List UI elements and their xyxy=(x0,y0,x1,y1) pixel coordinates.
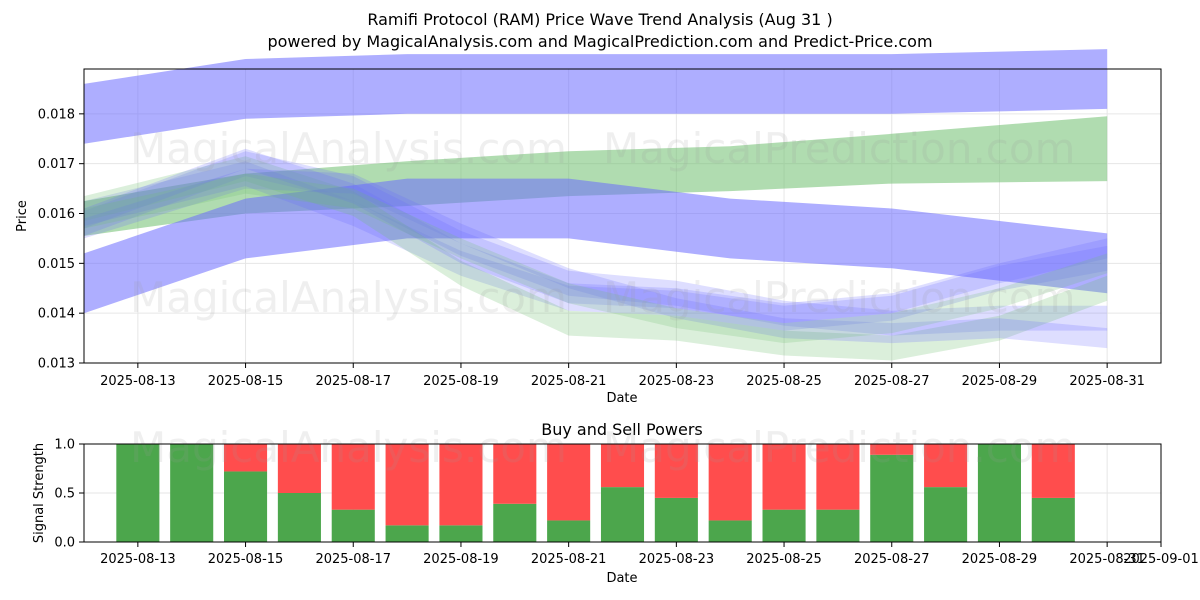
buy-bar xyxy=(924,487,968,542)
price-band-green-8 xyxy=(84,173,1108,344)
sell-bar xyxy=(654,444,698,498)
buy-bar xyxy=(708,520,752,542)
watermark-analysis-bottom: MagicalAnalysis.com xyxy=(130,273,567,322)
price-watermarks: MagicalAnalysis.com MagicalPrediction.co… xyxy=(130,124,1076,322)
sell-bar xyxy=(816,444,860,510)
sell-bar xyxy=(600,444,645,488)
price-plot-frame xyxy=(83,68,1162,364)
price-y-label: Price xyxy=(15,200,30,232)
price-y-tick-label: 0.017 xyxy=(38,157,75,172)
price-bands xyxy=(84,49,1108,361)
buy-bar xyxy=(439,525,483,542)
chart-title: Ramifi Protocol (RAM) Price Wave Trend A… xyxy=(367,10,832,29)
price-x-tick-label: 2025-08-23 xyxy=(639,374,715,389)
sell-bar xyxy=(331,444,375,510)
price-x-tick-label: 2025-08-25 xyxy=(746,374,822,389)
buy-bar xyxy=(277,493,321,542)
price-x-tick-label: 2025-08-21 xyxy=(531,374,607,389)
sell-bar xyxy=(493,444,537,504)
sell-bar xyxy=(924,444,968,488)
price-wave-plot: MagicalAnalysis.com MagicalPrediction.co… xyxy=(15,49,1162,406)
buy-bar xyxy=(493,503,537,542)
price-band-blue-7 xyxy=(84,168,1108,349)
watermark-prediction-bottom: MagicalPrediction.com xyxy=(603,273,1076,322)
sell-bar xyxy=(277,444,321,493)
chart-subtitle: powered by MagicalAnalysis.com and Magic… xyxy=(267,32,932,51)
buy-bar xyxy=(654,497,698,542)
price-x-tick-label: 2025-08-15 xyxy=(208,374,284,389)
buy-sell-x-ticks: 2025-08-13 2025-08-15 2025-08-17 2025-08-19… xyxy=(100,542,1199,567)
buy-sell-x-tick-label: 2025-08-27 xyxy=(854,552,930,567)
buy-sell-x-label: Date xyxy=(606,571,637,586)
buy-bar xyxy=(1031,497,1075,542)
sell-bar xyxy=(870,444,914,455)
price-x-tick-label: 2025-08-13 xyxy=(100,374,176,389)
price-band-green-5 xyxy=(84,156,1108,361)
buy-sell-x-tick-label: 2025-08-21 xyxy=(531,552,607,567)
buy-sell-x-tick-label: 2025-08-23 xyxy=(639,552,715,567)
price-x-ticks: 2025-08-13 2025-08-15 2025-08-17 2025-08-19… xyxy=(100,363,1145,389)
sell-bar xyxy=(385,444,429,526)
buy-sell-x-tick-label: 2025-08-15 xyxy=(208,552,284,567)
buy-sell-x-tick-label: 2025-09-01 xyxy=(1123,552,1199,567)
buy-bar xyxy=(762,509,806,542)
buy-bar xyxy=(331,509,375,542)
price-x-tick-label: 2025-08-17 xyxy=(315,374,391,389)
watermark-analysis-sub: MagicalAnalysis.com xyxy=(130,423,567,472)
buy-sell-y-tick-label: 0.5 xyxy=(54,487,75,502)
buy-bar xyxy=(385,525,429,542)
buy-bar xyxy=(116,444,160,542)
price-band-blue-6 xyxy=(84,148,1108,324)
buy-sell-y-label: Signal Strength xyxy=(32,443,47,543)
sell-bar xyxy=(547,444,591,521)
buy-bar xyxy=(977,444,1021,542)
buy-sell-bars xyxy=(116,444,1075,542)
sell-bar xyxy=(708,444,752,521)
buy-sell-x-tick-label: 2025-08-19 xyxy=(423,552,499,567)
buy-sell-x-tick-label: 2025-08-17 xyxy=(315,552,391,567)
buy-sell-plot: Buy and Sell Powers MagicalAnalysis.com … xyxy=(32,420,1199,586)
watermark-prediction-sub: MagicalPrediction.com xyxy=(603,423,1076,472)
price-y-tick-label: 0.015 xyxy=(38,257,75,272)
buy-sell-title: Buy and Sell Powers xyxy=(541,420,703,439)
buy-bar xyxy=(870,454,914,542)
price-y-tick-label: 0.013 xyxy=(38,357,75,372)
buy-sell-y-tick-label: 0.0 xyxy=(54,536,75,551)
price-y-ticks: 0.013 0.014 0.015 0.016 0.017 0.018 xyxy=(38,107,84,372)
sell-bar xyxy=(224,444,268,472)
price-band-blue-3 xyxy=(84,151,1108,336)
sell-bar xyxy=(762,444,806,510)
buy-sell-y-ticks: 0.0 0.5 1.0 xyxy=(54,438,84,551)
buy-sell-x-tick-label: 2025-08-29 xyxy=(962,552,1038,567)
buy-bar xyxy=(816,509,860,542)
watermark-prediction-top: MagicalPrediction.com xyxy=(603,124,1076,173)
sell-bar xyxy=(1031,444,1075,498)
price-y-tick-label: 0.014 xyxy=(38,307,75,322)
price-x-tick-label: 2025-08-29 xyxy=(962,374,1038,389)
buy-sell-x-tick-label: 2025-08-13 xyxy=(100,552,176,567)
buy-bar xyxy=(547,520,591,542)
buy-bar xyxy=(170,444,214,542)
price-y-tick-label: 0.018 xyxy=(38,107,75,122)
buy-sell-y-tick-label: 1.0 xyxy=(54,438,75,453)
price-band-blue-4 xyxy=(84,161,1108,331)
buy-bar xyxy=(600,487,645,542)
price-band-blue-0 xyxy=(84,49,1108,144)
price-x-label: Date xyxy=(606,391,637,406)
price-x-tick-label: 2025-08-27 xyxy=(854,374,930,389)
price-band-blue-2 xyxy=(84,178,1108,314)
price-x-tick-label: 2025-08-19 xyxy=(423,374,499,389)
price-x-tick-label: 2025-08-31 xyxy=(1069,374,1145,389)
sell-bar xyxy=(439,444,483,526)
buy-sell-x-tick-label: 2025-08-25 xyxy=(746,552,822,567)
watermark-analysis-top: MagicalAnalysis.com xyxy=(130,124,567,173)
buy-bar xyxy=(224,471,268,542)
buy-sell-x-tick-label: 2025-08-31 xyxy=(1069,552,1145,567)
buy-sell-watermarks: MagicalAnalysis.com MagicalPrediction.co… xyxy=(130,423,1076,472)
price-y-tick-label: 0.016 xyxy=(38,207,75,222)
